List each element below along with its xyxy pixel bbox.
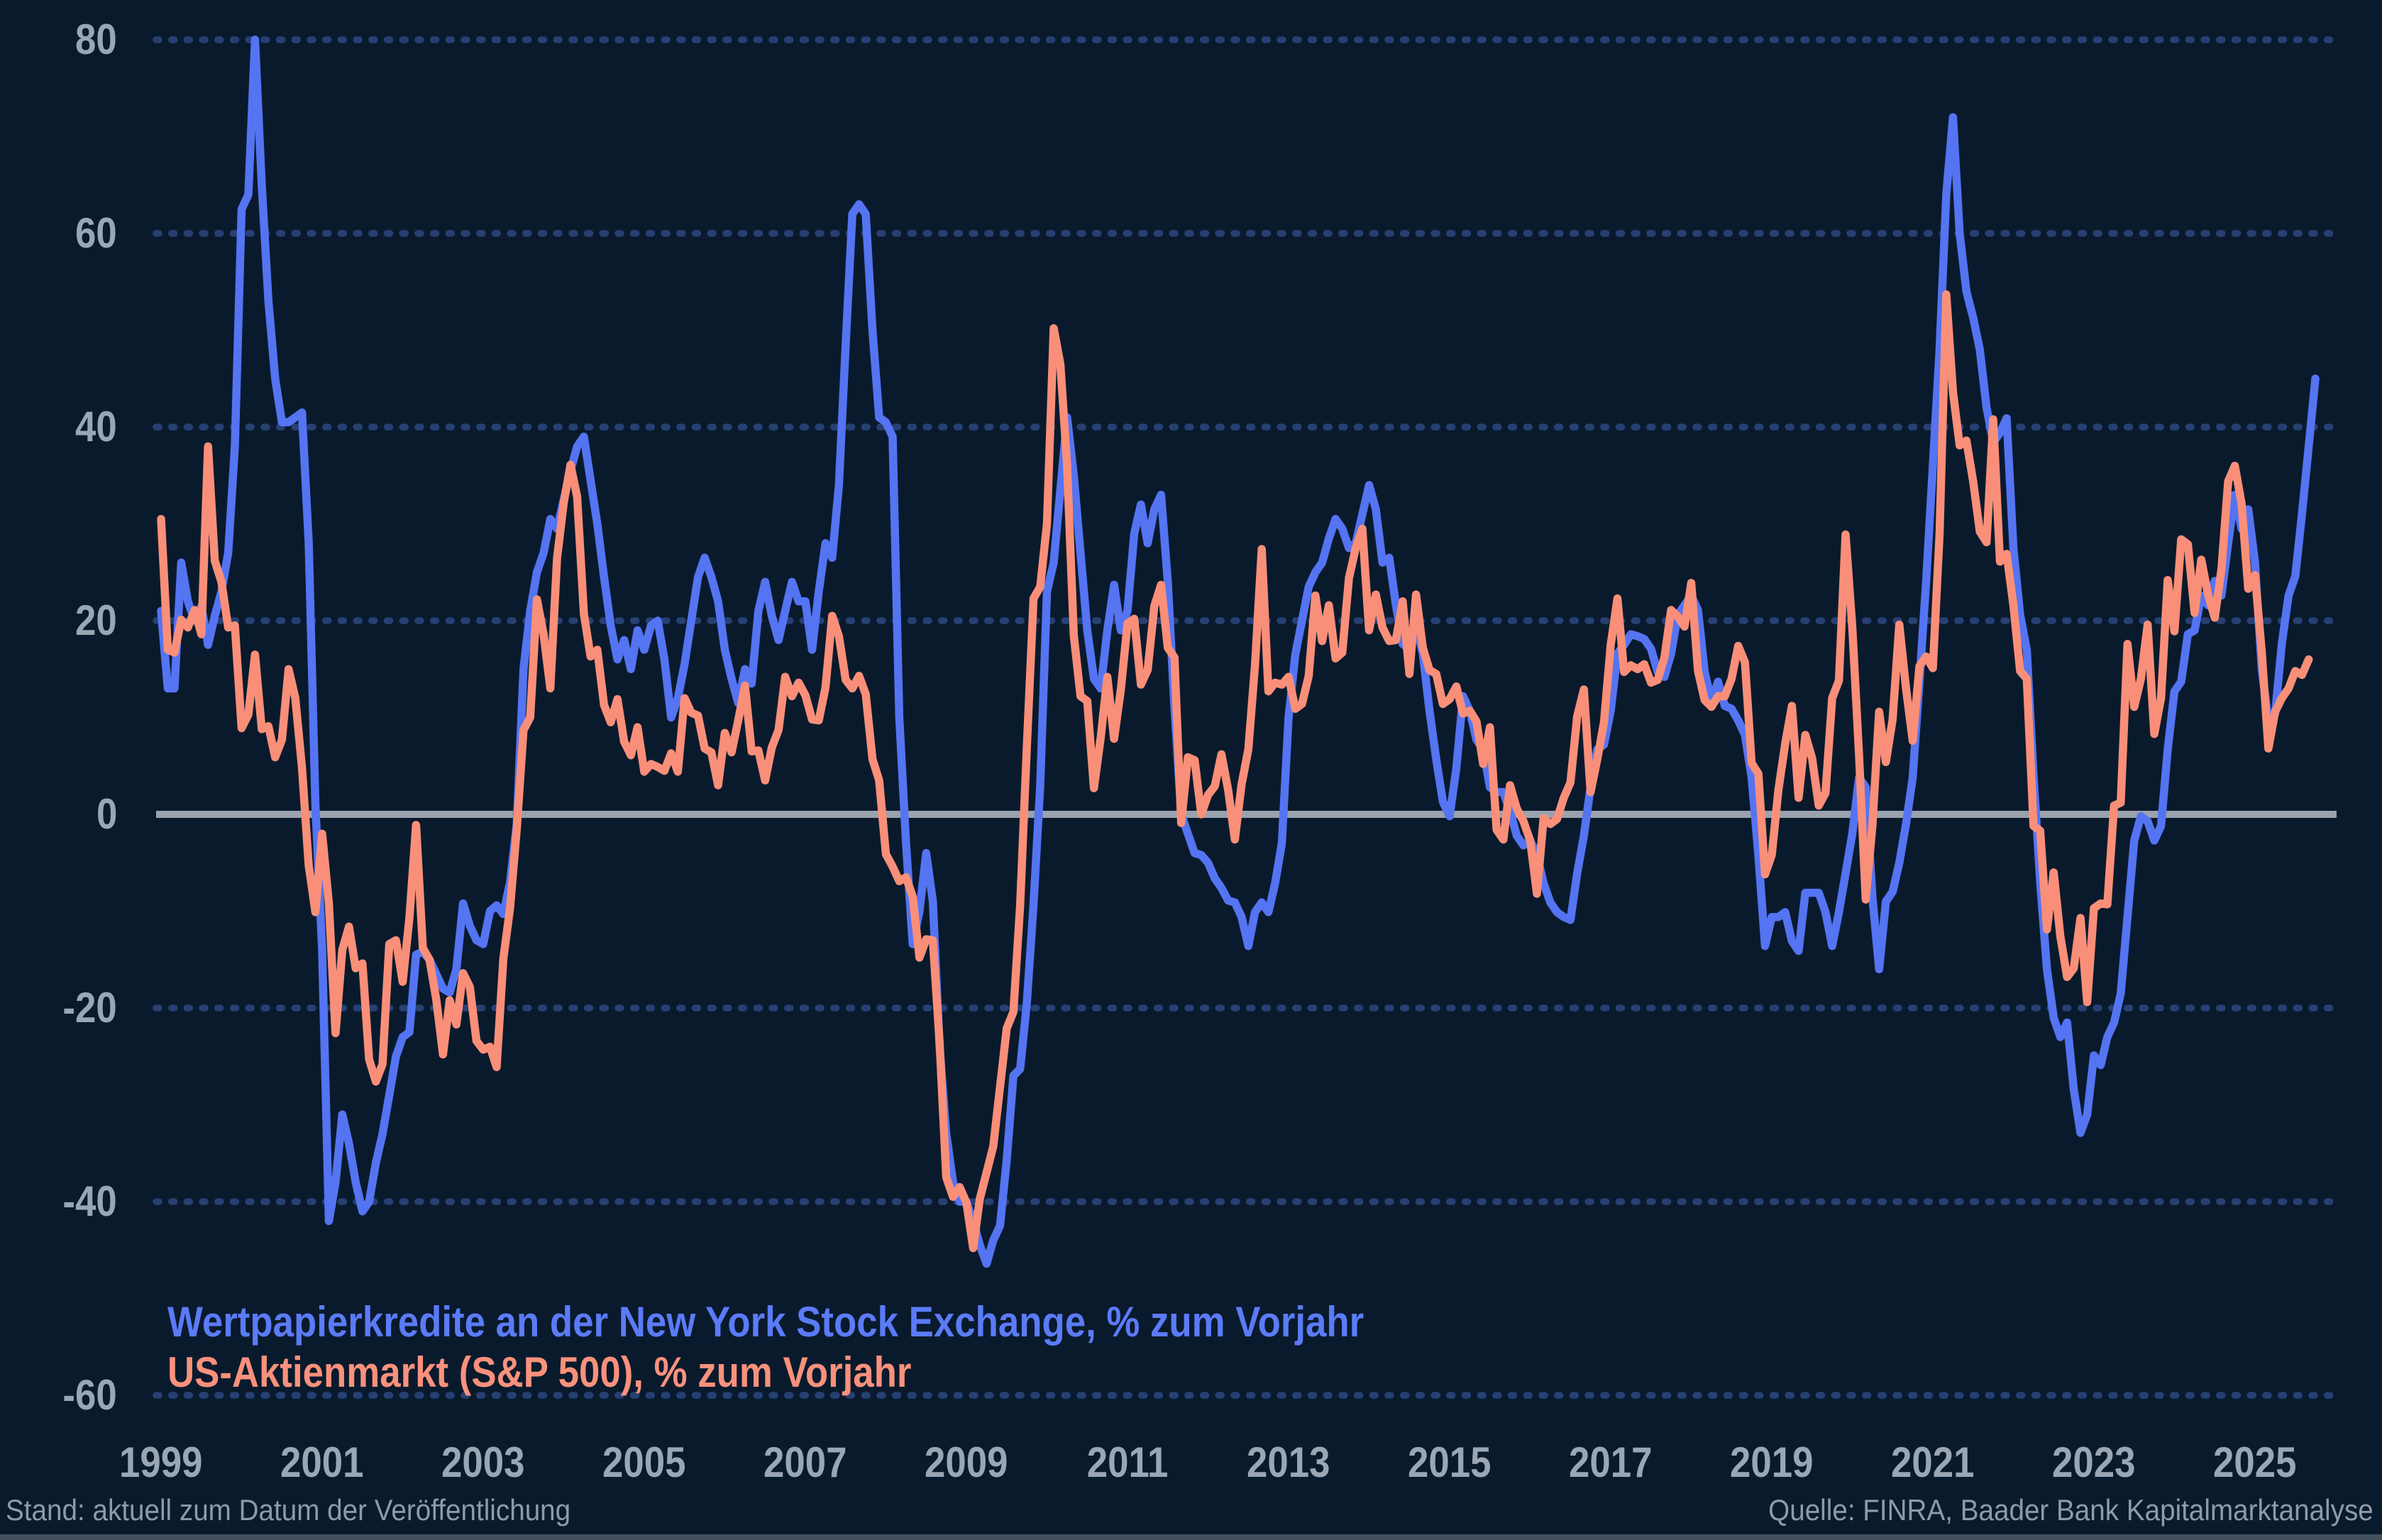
- source-note: Quelle: FINRA, Baader Bank Kapitalmarkta…: [1716, 1490, 2373, 1531]
- y-tick-label: 0: [96, 790, 117, 838]
- legend: Wertpapierkredite an der New York Stock …: [167, 1297, 1527, 1397]
- x-tick-label: 2023: [2052, 1439, 2136, 1486]
- y-tick-label: -60: [62, 1371, 117, 1419]
- x-tick-label: 2001: [280, 1439, 364, 1486]
- y-tick-label: -40: [62, 1178, 117, 1225]
- source-note-text: Quelle: FINRA, Baader Bank Kapitalmarkta…: [1768, 1493, 2373, 1527]
- x-tick-label: 2011: [1086, 1439, 1169, 1486]
- x-tick-label: 2025: [2213, 1439, 2297, 1486]
- y-tick-label: 20: [75, 597, 117, 644]
- x-tick-label: 2019: [1730, 1439, 1814, 1486]
- x-tick-label: 2007: [763, 1439, 847, 1486]
- x-tick-label: 2005: [602, 1439, 686, 1486]
- y-tick-label: 40: [75, 403, 117, 450]
- status-note: Stand: aktuell zum Datum der Veröffentli…: [6, 1490, 619, 1531]
- legend-item-margin-debt: Wertpapierkredite an der New York Stock …: [167, 1297, 1527, 1347]
- status-note-text: Stand: aktuell zum Datum der Veröffentli…: [6, 1493, 571, 1527]
- legend-label-sp500: US-Aktienmarkt (S&P 500), % zum Vorjahr: [167, 1348, 912, 1396]
- x-tick-label: 2003: [441, 1439, 525, 1486]
- x-tick-label: 2021: [1891, 1439, 1975, 1486]
- x-tick-label: 2017: [1569, 1439, 1653, 1486]
- legend-item-sp500: US-Aktienmarkt (S&P 500), % zum Vorjahr: [167, 1347, 1527, 1397]
- x-tick-label: 1999: [119, 1439, 203, 1486]
- x-tick-label: 2009: [925, 1439, 1008, 1486]
- y-tick-label: -20: [62, 984, 117, 1031]
- legend-label-margin-debt: Wertpapierkredite an der New York Stock …: [167, 1298, 1364, 1346]
- bottom-border: [0, 1534, 2382, 1540]
- series-line-nyse-margin-debt: [157, 35, 2320, 1268]
- series-line-sp500: [157, 290, 2313, 1253]
- y-tick-label: 80: [75, 16, 117, 63]
- x-tick-label: 2015: [1408, 1439, 1491, 1486]
- x-tick-label: 2013: [1247, 1439, 1330, 1486]
- y-tick-label: 60: [75, 209, 117, 257]
